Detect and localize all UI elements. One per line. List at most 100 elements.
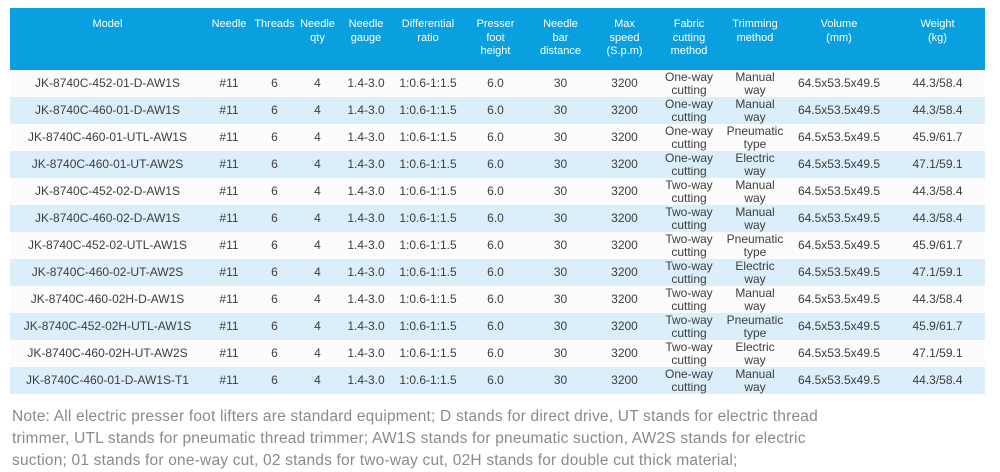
- cell-trimming-method: Electric way: [735, 150, 775, 178]
- table-row: JK-8740C-452-02H-UTL-AW1S #11 6 4 1.4-3.0 1:0…: [10, 313, 985, 340]
- cell-needle-bar-distance: 30: [553, 76, 568, 90]
- cell-model: JK-8740C-460-02H-D-AW1S: [30, 292, 185, 306]
- cell-needle-qty: 4: [314, 184, 321, 198]
- table-row: JK-8740C-460-02-UT-AW2S #11 6 4 1.4-3.0 1:0.6…: [10, 259, 985, 286]
- column-header-threads: Threads: [253, 8, 296, 70]
- header-row: Model Needle Threads Needle qty Needle gauge…: [10, 8, 985, 70]
- cell-needle: #11: [219, 346, 239, 360]
- note-text: Note: All electric presser foot lifters …: [12, 406, 983, 472]
- cell-max-speed: 3200: [611, 292, 638, 306]
- cell-volume: 64.5x53.5x49.5: [797, 157, 881, 171]
- cell-needle-qty: 4: [314, 103, 321, 117]
- cell-max-speed: 3200: [611, 76, 638, 90]
- table-row: JK-8740C-460-01-UTL-AW1S #11 6 4 1.4-3.0 1:0.…: [10, 124, 985, 151]
- column-header-needle-gauge: Needle gauge: [339, 8, 393, 70]
- cell-needle-bar-distance: 30: [553, 373, 568, 387]
- cell-threads: 6: [271, 76, 278, 90]
- cell-max-speed: 3200: [611, 265, 638, 279]
- cell-needle-gauge: 1.4-3.0: [347, 238, 385, 252]
- cell-fabric-cutting-method: Two-way cutting: [665, 312, 713, 340]
- cell-threads: 6: [271, 373, 278, 387]
- table-row: JK-8740C-452-01-D-AW1S #11 6 4 1.4-3.0 1:0.6-…: [10, 70, 985, 97]
- table-body: JK-8740C-452-01-D-AW1S #11 6 4 1.4-3.0 1:0.6-…: [10, 70, 985, 394]
- cell-differential-ratio: 1:0.6-1:1.5: [399, 346, 457, 360]
- cell-max-speed: 3200: [611, 184, 638, 198]
- cell-needle-gauge: 1.4-3.0: [347, 76, 385, 90]
- cell-differential-ratio: 1:0.6-1:1.5: [399, 265, 457, 279]
- cell-weight: 45.9/61.7: [912, 238, 963, 252]
- cell-needle: #11: [219, 211, 239, 225]
- cell-volume: 64.5x53.5x49.5: [797, 373, 881, 387]
- cell-weight: 45.9/61.7: [912, 319, 963, 333]
- cell-volume: 64.5x53.5x49.5: [797, 103, 881, 117]
- cell-fabric-cutting-method: Two-way cutting: [665, 285, 713, 313]
- cell-max-speed: 3200: [611, 319, 638, 333]
- cell-differential-ratio: 1:0.6-1:1.5: [399, 292, 457, 306]
- cell-threads: 6: [271, 265, 278, 279]
- cell-differential-ratio: 1:0.6-1:1.5: [399, 238, 457, 252]
- cell-model: JK-8740C-460-01-UT-AW2S: [31, 157, 184, 171]
- cell-needle-qty: 4: [314, 238, 321, 252]
- cell-weight: 44.3/58.4: [912, 292, 963, 306]
- cell-trimming-method: Manual way: [735, 96, 775, 124]
- cell-presser-foot-height: 6.0: [487, 319, 504, 333]
- cell-needle: #11: [219, 292, 239, 306]
- cell-trimming-method: Manual way: [735, 69, 775, 97]
- cell-fabric-cutting-method: One-way cutting: [664, 123, 714, 151]
- cell-needle-qty: 4: [314, 319, 321, 333]
- cell-volume: 64.5x53.5x49.5: [797, 76, 881, 90]
- cell-needle: #11: [219, 157, 239, 171]
- cell-needle: #11: [219, 373, 239, 387]
- cell-presser-foot-height: 6.0: [487, 103, 504, 117]
- cell-weight: 47.1/59.1: [912, 157, 963, 171]
- cell-differential-ratio: 1:0.6-1:1.5: [399, 373, 457, 387]
- cell-model: JK-8740C-460-02-UT-AW2S: [31, 265, 184, 279]
- table-row: JK-8740C-452-02-D-AW1S #11 6 4 1.4-3.0 1:0.6-…: [10, 178, 985, 205]
- cell-presser-foot-height: 6.0: [487, 76, 504, 90]
- cell-needle: #11: [219, 184, 239, 198]
- cell-needle-qty: 4: [314, 346, 321, 360]
- cell-fabric-cutting-method: Two-way cutting: [665, 258, 713, 286]
- cell-volume: 64.5x53.5x49.5: [797, 346, 881, 360]
- cell-needle-qty: 4: [314, 76, 321, 90]
- cell-volume: 64.5x53.5x49.5: [797, 265, 881, 279]
- cell-needle-gauge: 1.4-3.0: [347, 319, 385, 333]
- cell-model: JK-8740C-452-02-D-AW1S: [35, 184, 180, 198]
- cell-needle: #11: [219, 76, 239, 90]
- cell-fabric-cutting-method: Two-way cutting: [665, 204, 713, 232]
- cell-trimming-method: Pneumatic type: [726, 231, 784, 259]
- column-header-needle: Needle: [205, 8, 253, 70]
- cell-needle-bar-distance: 30: [553, 130, 568, 144]
- cell-trimming-method: Manual way: [735, 285, 775, 313]
- table-row: JK-8740C-460-02H-UT-AW2S #11 6 4 1.4-3.0 1:0.…: [10, 340, 985, 367]
- cell-threads: 6: [271, 292, 278, 306]
- table-row: JK-8740C-460-01-UT-AW2S #11 6 4 1.4-3.0 1:0.6…: [10, 151, 985, 178]
- cell-needle-gauge: 1.4-3.0: [347, 211, 385, 225]
- column-header-trimming-method: Trimming method: [722, 8, 788, 70]
- cell-needle-qty: 4: [314, 211, 321, 225]
- cell-fabric-cutting-method: One-way cutting: [664, 150, 714, 178]
- cell-needle-qty: 4: [314, 292, 321, 306]
- cell-needle-bar-distance: 30: [553, 292, 568, 306]
- column-header-model: Model: [10, 8, 205, 70]
- cell-needle-gauge: 1.4-3.0: [347, 130, 385, 144]
- cell-needle-gauge: 1.4-3.0: [347, 103, 385, 117]
- cell-needle-gauge: 1.4-3.0: [347, 265, 385, 279]
- cell-needle-bar-distance: 30: [553, 319, 568, 333]
- cell-threads: 6: [271, 103, 278, 117]
- cell-model: JK-8740C-460-02-D-AW1S: [35, 211, 180, 225]
- cell-weight: 44.3/58.4: [912, 184, 963, 198]
- table-header: Model Needle Threads Needle qty Needle gauge…: [10, 8, 985, 70]
- spec-table: Model Needle Threads Needle qty Needle gauge…: [10, 8, 985, 394]
- cell-threads: 6: [271, 238, 278, 252]
- cell-needle-bar-distance: 30: [553, 184, 568, 198]
- cell-needle: #11: [219, 319, 239, 333]
- cell-max-speed: 3200: [611, 211, 638, 225]
- note-line: suction; 01 stands for one-way cut, 02 s…: [12, 452, 738, 469]
- column-header-presser-foot-height: Presser foot height: [463, 8, 528, 70]
- cell-presser-foot-height: 6.0: [487, 373, 504, 387]
- cell-needle-gauge: 1.4-3.0: [347, 184, 385, 198]
- cell-differential-ratio: 1:0.6-1:1.5: [399, 157, 457, 171]
- cell-volume: 64.5x53.5x49.5: [797, 292, 881, 306]
- cell-volume: 64.5x53.5x49.5: [797, 130, 881, 144]
